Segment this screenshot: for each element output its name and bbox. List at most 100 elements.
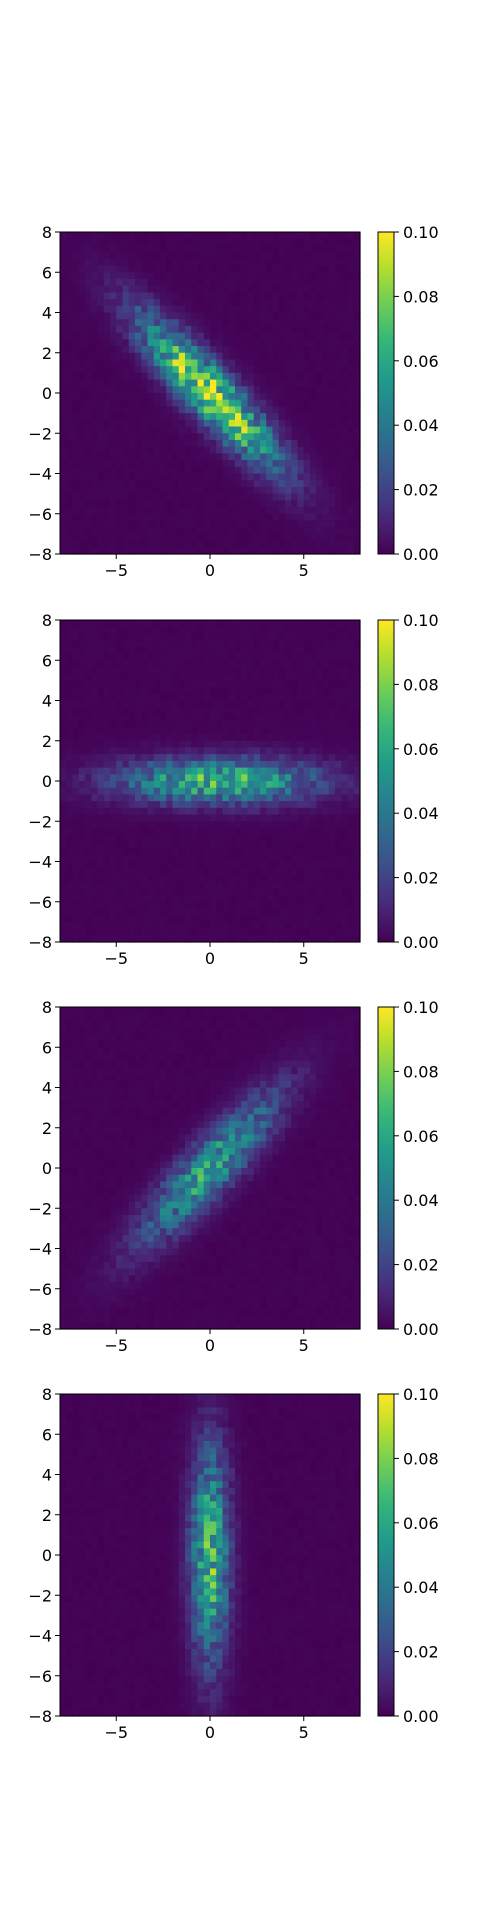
heatmap-cell [222, 500, 230, 508]
heatmap-cell [60, 653, 67, 661]
heatmap-cell [278, 238, 286, 247]
heatmap-cell [235, 299, 242, 307]
heatmap-cell [135, 500, 142, 508]
heatmap-cell [247, 626, 255, 635]
heatmap-cell [185, 533, 192, 542]
heatmap-cell [91, 1027, 99, 1035]
heatmap-cell [197, 781, 205, 789]
heatmap-cell [247, 238, 255, 247]
heatmap-cell [91, 1141, 99, 1149]
heatmap-cell [116, 299, 124, 307]
heatmap-cell [241, 888, 249, 896]
heatmap-cell [203, 285, 211, 293]
heatmap-cell [303, 794, 311, 802]
heatmap-cell [303, 460, 311, 468]
heatmap-cell [291, 352, 299, 361]
heatmap-cell [310, 547, 317, 555]
heatmap-cell [185, 493, 192, 501]
heatmap-cell [216, 861, 224, 869]
heatmap-cell [66, 680, 74, 688]
heatmap-cell [228, 713, 236, 722]
heatmap-cell [97, 687, 105, 695]
heatmap-cell [216, 760, 224, 769]
heatmap-cell [147, 928, 155, 936]
heatmap-cell [335, 453, 342, 461]
heatmap-cell [241, 312, 249, 320]
heatmap-cell [78, 814, 86, 822]
heatmap-cell [122, 325, 130, 334]
heatmap-cell [347, 740, 355, 749]
heatmap-cell [60, 807, 67, 816]
heatmap-cell [235, 399, 242, 408]
heatmap-cell [210, 734, 217, 742]
heatmap-cell [166, 439, 174, 448]
heatmap-cell [103, 473, 111, 481]
heatmap-cell [303, 480, 311, 488]
heatmap-cell [253, 935, 261, 943]
heatmap-cell [278, 760, 286, 769]
heatmap-cell [97, 660, 105, 668]
heatmap-cell [328, 901, 336, 910]
heatmap-cell [341, 781, 349, 789]
heatmap-cell [172, 814, 180, 822]
heatmap-cell [247, 285, 255, 293]
heatmap-cell [135, 446, 142, 454]
heatmap-cell [122, 533, 130, 542]
heatmap-cell [72, 1067, 80, 1075]
heatmap-cell [72, 312, 80, 320]
heatmap-cell [278, 352, 286, 361]
heatmap-cell [297, 493, 305, 501]
heatmap-cell [335, 740, 342, 749]
heatmap-cell [122, 653, 130, 661]
heatmap-cell [228, 500, 236, 508]
heatmap-cell [322, 760, 330, 769]
heatmap-cell [247, 754, 255, 762]
heatmap-cell [322, 272, 330, 280]
heatmap-cell [210, 460, 217, 468]
heatmap-cell [91, 1013, 99, 1022]
heatmap-cell [116, 794, 124, 802]
heatmap-cell [191, 660, 199, 668]
heatmap-cell [328, 486, 336, 495]
heatmap-cell [66, 834, 74, 842]
heatmap-cell [97, 285, 105, 293]
heatmap-cell [266, 713, 274, 722]
heatmap-cell [253, 332, 261, 340]
heatmap-cell [203, 666, 211, 675]
heatmap-cell [66, 379, 74, 387]
heatmap-cell [128, 238, 136, 247]
heatmap-cell [347, 346, 355, 354]
heatmap-cell [278, 767, 286, 775]
heatmap-cell [122, 626, 130, 635]
heatmap-cell [122, 352, 130, 361]
heatmap-cell [66, 453, 74, 461]
heatmap-cell [166, 740, 174, 749]
heatmap-cell [185, 874, 192, 883]
heatmap-cell [272, 399, 280, 408]
heatmap-cell [310, 633, 317, 641]
heatmap-cell [347, 794, 355, 802]
heatmap-cell [322, 928, 330, 936]
heatmap-cell [72, 507, 80, 515]
heatmap-cell [222, 547, 230, 555]
heatmap-cell [235, 325, 242, 334]
heatmap-cell [78, 1121, 86, 1129]
heatmap-cell [66, 1007, 74, 1015]
heatmap-cell [241, 915, 249, 923]
heatmap-cell [185, 426, 192, 434]
heatmap-cell [122, 781, 130, 789]
heatmap-cell [310, 352, 317, 361]
heatmap-cell [103, 848, 111, 856]
heatmap-cell [285, 935, 292, 943]
heatmap-cell [235, 673, 242, 681]
heatmap-cell [335, 258, 342, 267]
heatmap-cell [116, 787, 124, 796]
heatmap-cell [347, 406, 355, 414]
heatmap-cell [172, 673, 180, 681]
heatmap-cell [310, 861, 317, 869]
heatmap-cell [60, 1121, 67, 1129]
heatmap-cell [197, 881, 205, 889]
heatmap-cell [97, 720, 105, 728]
heatmap-cell [128, 366, 136, 374]
heatmap-cell [341, 446, 349, 454]
